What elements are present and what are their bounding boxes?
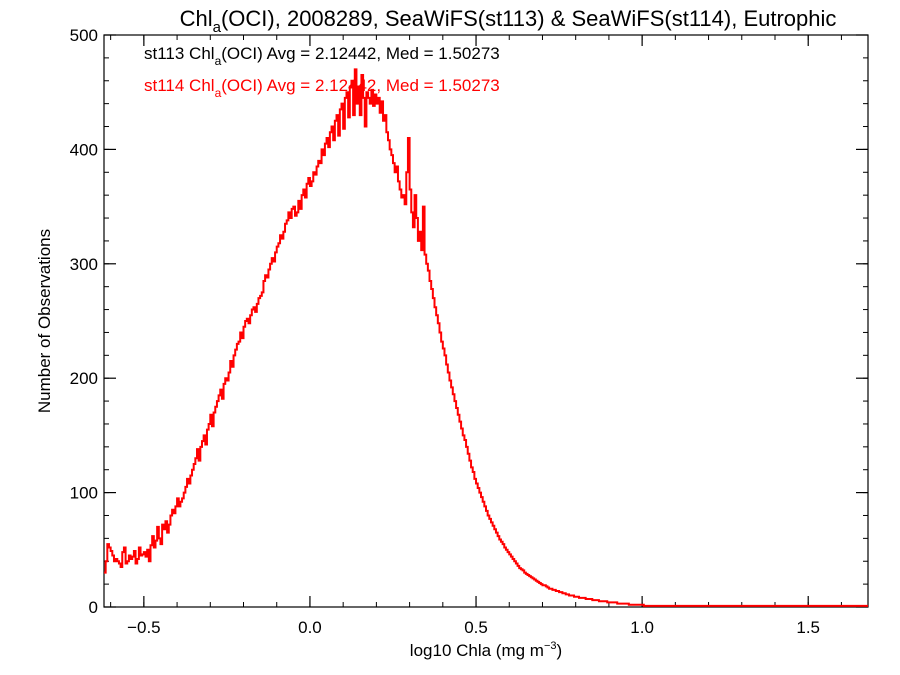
y-axis-ticks: 0 100 200 300 400 500	[70, 26, 868, 617]
chart-title: Chla(OCI), 2008289, SeaWiFS(st113) & Sea…	[180, 6, 837, 36]
x-axis-ticks: −0.5 0.0 0.5 1.0 1.5	[110, 35, 842, 637]
y-tick-label: 400	[70, 140, 98, 159]
y-tick-label: 300	[70, 255, 98, 274]
x-axis-label: log10 Chla (mg m−3)	[410, 640, 562, 660]
plot-frame	[103, 34, 869, 608]
x-tick-label: 1.0	[630, 618, 654, 637]
x-tick-label: 1.5	[796, 618, 820, 637]
y-tick-label: 0	[89, 598, 98, 617]
y-tick-label: 200	[70, 369, 98, 388]
annotation-st113: st113 Chla(OCI) Avg = 2.12442, Med = 1.5…	[144, 44, 500, 68]
y-tick-label: 100	[70, 484, 98, 503]
x-tick-label: 0.0	[298, 618, 322, 637]
series-histogram-line	[104, 68, 868, 607]
x-tick-label: −0.5	[127, 618, 161, 637]
x-tick-label: 0.5	[464, 618, 488, 637]
annotation-st114: st114 Chla(OCI) Avg = 2.12442, Med = 1.5…	[144, 76, 500, 100]
y-axis-label: Number of Observations	[35, 229, 54, 413]
y-tick-label: 500	[70, 26, 98, 45]
